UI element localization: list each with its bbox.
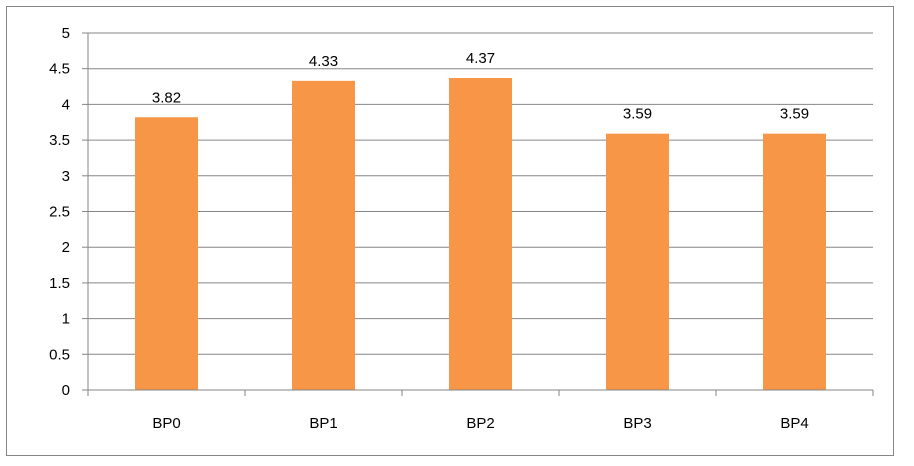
bar	[606, 133, 669, 390]
y-tick-label: 4.5	[49, 61, 70, 78]
axes	[82, 32, 874, 396]
x-tick-label: BP1	[309, 415, 337, 432]
y-tick-label: 0	[62, 382, 70, 399]
y-tick-label: 0.5	[49, 346, 70, 363]
bar	[135, 117, 198, 390]
x-tick-label: BP0	[152, 415, 180, 432]
bar	[292, 80, 355, 390]
y-tick-label: 2	[62, 239, 70, 256]
data-label: 3.82	[152, 89, 181, 106]
y-tick-label: 2.5	[49, 204, 70, 221]
bars	[135, 77, 826, 391]
labels: 0 0.5 1 1.5 2 2.5 3 3.5 4 4.5 5 BP0 3.82 BP1 4.33 BP2 4.…	[49, 25, 809, 432]
data-label: 4.33	[309, 53, 338, 70]
x-tick-label: BP3	[623, 415, 651, 432]
x-tick-label: BP4	[780, 415, 808, 432]
y-tick-label: 1	[62, 311, 70, 328]
data-label: 3.59	[623, 106, 652, 123]
bar	[449, 77, 512, 391]
data-label: 3.59	[780, 106, 809, 123]
x-tick-label: BP2	[466, 415, 494, 432]
y-tick-label: 3	[62, 168, 70, 185]
gridlines	[88, 32, 873, 355]
y-tick-label: 1.5	[49, 275, 70, 292]
y-tick-label: 3.5	[49, 132, 70, 149]
y-tick-label: 5	[62, 25, 70, 42]
data-label: 4.37	[466, 50, 495, 67]
y-tick-label: 4	[62, 96, 70, 113]
bar	[763, 133, 826, 390]
